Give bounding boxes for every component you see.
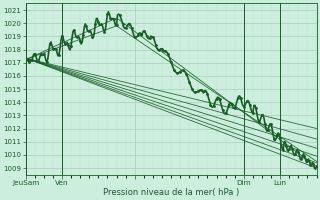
X-axis label: Pression niveau de la mer( hPa ): Pression niveau de la mer( hPa )	[103, 188, 239, 197]
